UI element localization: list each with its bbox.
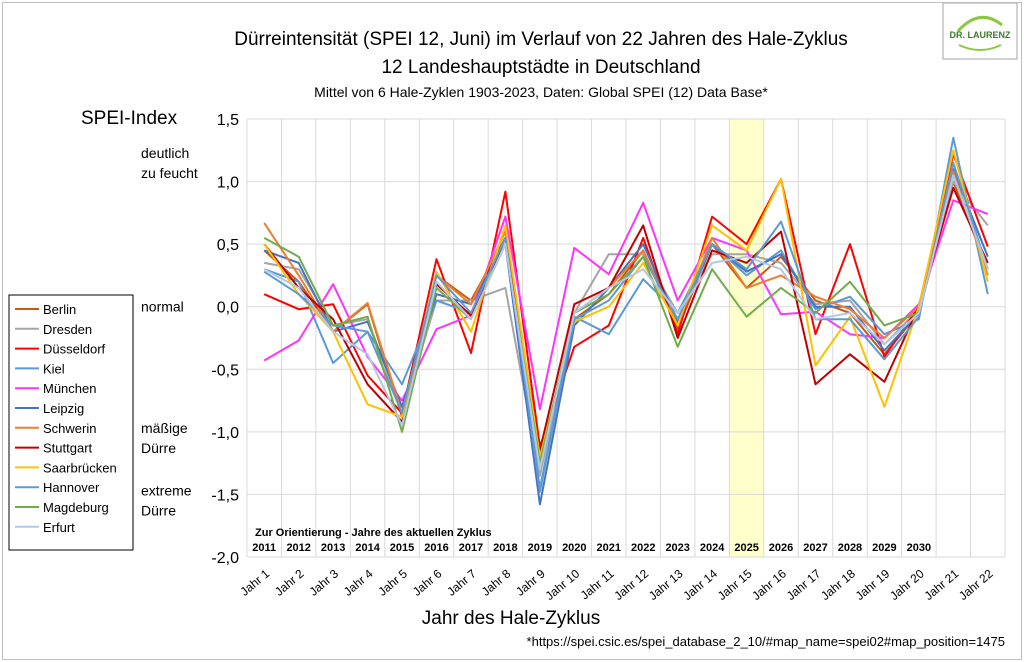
x-tick-label: Jahr 2 (272, 566, 307, 598)
chart-subtitle: 12 Landeshauptstädte in Deutschland (381, 57, 700, 78)
series-line-münchen (263, 199, 989, 411)
legend-label: München (43, 381, 96, 396)
legend-label: Dresden (43, 322, 92, 337)
orientation-year: 2024 (700, 542, 725, 554)
y-annotation: normal (141, 299, 184, 315)
y-annotation: Dürre (141, 503, 176, 519)
legend-label: Düsseldorf (43, 342, 106, 357)
x-tick-label: Jahr 5 (375, 566, 410, 598)
orientation-years: Zur Orientierung - Jahre des aktuellen Z… (252, 527, 931, 554)
orientation-year: 2025 (734, 542, 758, 554)
logo: DR. LAURENZ (942, 3, 1018, 60)
orientation-year: 2026 (769, 542, 793, 554)
series-line-saarbrücken (263, 149, 989, 458)
orientation-year: 2023 (665, 542, 689, 554)
orientation-year: 2015 (390, 542, 414, 554)
legend-label: Hannover (43, 480, 100, 495)
y-tick-label: -1,0 (211, 425, 239, 442)
legend-label: Kiel (43, 361, 65, 376)
series-line-düsseldorf (263, 153, 989, 448)
footnote: *https://spei.csic.es/spei_database_2_10… (527, 634, 1005, 649)
x-tick-label: Jahr 1 (238, 566, 273, 598)
x-tick-label: Jahr 18 (818, 566, 858, 603)
series-lines (263, 136, 989, 506)
x-tick-label: Jahr 15 (715, 566, 755, 603)
chart-title: Dürreintensität (SPEI 12, Juni) im Verla… (234, 29, 848, 50)
highlight-band-group (729, 119, 764, 557)
y-tick-label: -0,5 (211, 362, 239, 379)
y-axis-title: SPEI-Index (81, 108, 178, 129)
y-annotation: Dürre (141, 440, 176, 456)
series-line-erfurt (263, 174, 989, 471)
x-tick-label: Jahr 20 (887, 566, 927, 603)
orientation-year: 2018 (493, 542, 517, 554)
y-annotation: extreme (141, 483, 192, 499)
orientation-year: 2014 (355, 542, 380, 554)
orientation-year: 2017 (459, 542, 483, 554)
y-tick-label: 1,0 (217, 175, 239, 192)
x-axis-title: Jahr des Hale-Zyklus (422, 608, 600, 629)
y-annotation: zu feucht (141, 165, 198, 181)
orientation-year: 2020 (562, 542, 586, 554)
orientation-year: 2021 (597, 542, 621, 554)
x-tick-label: Jahr 3 (307, 566, 342, 598)
orientation-year: 2012 (286, 542, 310, 554)
x-tick-label: Jahr 22 (956, 566, 996, 603)
x-tick-label: Jahr 14 (680, 566, 720, 603)
y-tick-label: 0,5 (217, 237, 239, 254)
orientation-year: 2019 (528, 542, 552, 554)
series-line-magdeburg (263, 174, 989, 465)
orientation-year: 2022 (631, 542, 655, 554)
orientation-year: 2030 (907, 542, 931, 554)
legend-label: Schwerin (43, 421, 96, 436)
logo-arc-icon (956, 15, 1003, 33)
orientation-label: Zur Orientierung - Jahre des aktuellen Z… (255, 527, 492, 539)
legend-label: Stuttgart (43, 441, 93, 456)
x-tick-labels: Jahr 1 Jahr 2 Jahr 3 Jahr 4 Jahr 5 Jahr 6 Jahr… (238, 566, 996, 603)
y-annotation: deutlich (141, 145, 189, 161)
orientation-year: 2013 (321, 542, 345, 554)
legend-label: Saarbrücken (43, 460, 117, 475)
y-tick-label: -2,0 (211, 550, 239, 567)
x-tick-label: Jahr 11 (578, 566, 617, 602)
series-line-schwerin (263, 170, 989, 471)
x-tick-label: Jahr 10 (543, 566, 583, 603)
logo-text: DR. LAURENZ (950, 30, 1011, 40)
legend-label: Leipzig (43, 401, 84, 416)
y-annotations: deutlich zu feucht normal mäßige Dürre extrem… (141, 145, 198, 519)
x-tick-label: Jahr 13 (646, 566, 686, 603)
orientation-year: 2016 (424, 542, 448, 554)
x-tick-label: Jahr 17 (784, 566, 824, 603)
y-tick-label: -1,5 (211, 487, 239, 504)
y-tick-label: 0,0 (217, 300, 239, 317)
orientation-year: 2011 (252, 542, 276, 554)
x-tick-label: Jahr 7 (444, 566, 479, 598)
grid-lines (246, 118, 1006, 558)
y-annotation: mäßige (141, 420, 188, 436)
legend-label: Berlin (43, 302, 76, 317)
orientation-year: 2029 (872, 542, 896, 554)
x-tick-label: Jahr 19 (853, 566, 893, 603)
legend: Berlin Dresden Düsseldorf Kiel München Leipzi… (8, 294, 134, 551)
legend-label: Erfurt (43, 520, 75, 535)
legend-label: Magdeburg (43, 500, 109, 515)
x-tick-label: Jahr 4 (341, 566, 376, 598)
chart-canvas: Dürreintensität (SPEI 12, Juni) im Verla… (8, 3, 1018, 649)
x-tick-label: Jahr 8 (479, 566, 514, 598)
orientation-year: 2028 (838, 542, 862, 554)
x-tick-label: Jahr 6 (410, 566, 445, 598)
chart-subtitle-source: Mittel von 6 Hale-Zyklen 1903-2023, Date… (314, 84, 768, 100)
y-tick-label: 1,5 (217, 112, 239, 129)
orientation-year: 2027 (803, 542, 827, 554)
x-tick-label: Jahr 16 (749, 566, 789, 603)
highlight-band (729, 119, 764, 557)
x-tick-label: Jahr 21 (922, 566, 962, 603)
y-tick-labels: 1,5 1,0 0,5 0,0 -0,5 -1,0 -1,5 -2,0 (211, 112, 239, 567)
series-line-stuttgart (263, 186, 989, 452)
x-tick-label: Jahr 12 (611, 566, 651, 603)
